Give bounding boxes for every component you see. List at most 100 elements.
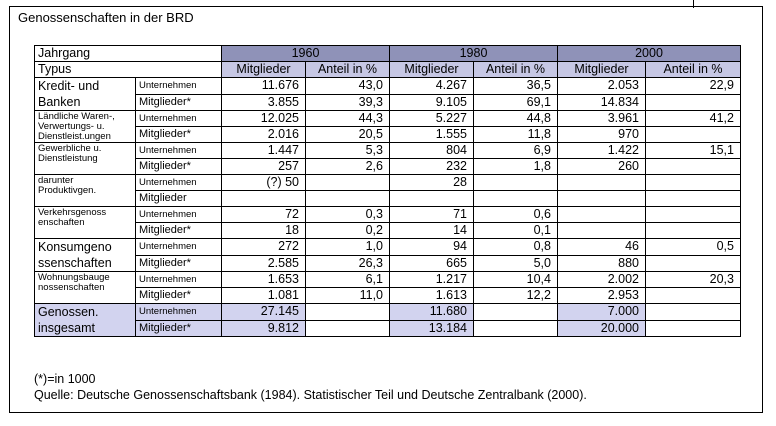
row-typ: Unternehmen — [135, 142, 222, 159]
header-anteil-1980: Anteil in % — [473, 61, 558, 78]
table-cell: 1.613 — [389, 287, 474, 304]
table-cell: 44,8 — [473, 110, 558, 127]
table-cell: 12.025 — [221, 110, 306, 127]
table-row: darunter Produktivgen. Unternehmen (?) 50 2… — [34, 174, 741, 207]
header-row-year: Jahrgang 1960 1980 2000 — [34, 45, 741, 62]
table-cell — [645, 303, 741, 321]
table-row: Kredit- und Banken Unternehmen 11.676 43,0 4… — [34, 77, 741, 111]
table-cell: (?) 50 — [221, 174, 306, 191]
table-cell — [557, 206, 646, 223]
row-typ: Mitglieder* — [135, 287, 222, 304]
table-cell: 1.217 — [389, 271, 474, 288]
corner-tick — [693, 0, 694, 8]
table-cell: 0,2 — [305, 222, 390, 239]
row-typ: Unternehmen — [135, 174, 222, 191]
table-cell: 260 — [557, 158, 646, 175]
table-cell: 20,3 — [645, 271, 741, 288]
table-cell: 6,9 — [473, 142, 558, 159]
table-cell — [221, 190, 306, 207]
row-typ: Mitglieder* — [135, 158, 222, 175]
table-row: Mitglieder — [35, 190, 741, 207]
table-cell: 11.676 — [221, 77, 306, 95]
table-cell: 10,4 — [473, 271, 558, 288]
table-cell: 7.000 — [557, 303, 646, 321]
table-cell: 0,5 — [645, 238, 741, 256]
footnote: (*)=in 1000 — [34, 372, 96, 386]
row-typ: Mitglieder — [135, 190, 222, 207]
table-cell: 20,5 — [305, 126, 390, 143]
table-cell: 9.105 — [389, 93, 474, 111]
table-cell: 2.016 — [221, 126, 306, 143]
table-cell: 665 — [389, 254, 474, 272]
table-cell — [645, 319, 741, 337]
table-cell: 18 — [221, 222, 306, 239]
table-cell: 20.000 — [557, 319, 646, 337]
table-cell — [645, 254, 741, 272]
table-row: Wohnungsbauge nossenschaften Unternehmen 1… — [34, 271, 741, 304]
table-cell — [645, 126, 741, 143]
header-year-1980: 1980 — [389, 45, 558, 62]
row-typ: Mitglieder* — [135, 126, 222, 143]
header-mitglieder-1960: Mitglieder — [221, 61, 306, 78]
header-anteil-2000: Anteil in % — [645, 61, 741, 78]
table-cell — [557, 174, 646, 191]
table-cell — [645, 287, 741, 304]
table-cell: 39,3 — [305, 93, 390, 111]
header-jahrgang: Jahrgang — [34, 45, 222, 62]
table-cell: 12,2 — [473, 287, 558, 304]
table-row: Mitglieder* 3.855 39,3 9.105 69,1 14.834 — [35, 93, 741, 111]
table-cell: 26,3 — [305, 254, 390, 272]
table-cell: 5,0 — [473, 254, 558, 272]
row-typ: Unternehmen — [135, 303, 222, 321]
group-label: darunter Produktivgen. — [34, 174, 136, 207]
table-cell: 5,3 — [305, 142, 390, 159]
table-row: Gewerbliche u. Dienstleistung Unternehmen… — [34, 142, 741, 175]
table-cell: 1,8 — [473, 158, 558, 175]
table-cell: 13.184 — [389, 319, 474, 337]
table-cell: 1.447 — [221, 142, 306, 159]
cooperatives-table: Jahrgang 1960 1980 2000 Typus Mitglieder… — [34, 45, 741, 337]
table-cell — [557, 190, 646, 207]
table-cell — [557, 222, 646, 239]
table-cell: 1.081 — [221, 287, 306, 304]
group-label: Konsumgeno ssenschaften — [34, 238, 136, 272]
group-label: Kredit- und Banken — [34, 77, 136, 111]
table-cell: 15,1 — [645, 142, 741, 159]
figure-frame — [9, 6, 763, 413]
table-cell: 804 — [389, 142, 474, 159]
header-typus: Typus — [34, 61, 222, 78]
table-cell: 69,1 — [473, 93, 558, 111]
table-row: Mitglieder* 9.812 13.184 20.000 — [35, 319, 741, 337]
table-cell — [473, 190, 558, 207]
row-typ: Unternehmen — [135, 271, 222, 288]
table-cell: 1.653 — [221, 271, 306, 288]
table-cell — [645, 206, 741, 223]
group-label: Genossen. insgesamt — [34, 303, 136, 337]
table-cell: 0,1 — [473, 222, 558, 239]
table-cell — [473, 174, 558, 191]
table-cell: 46 — [557, 238, 646, 256]
table-cell — [473, 319, 558, 337]
table-cell: 43,0 — [305, 77, 390, 95]
header-row-columns: Typus Mitglieder Anteil in % Mitglieder … — [34, 61, 741, 78]
page-title: Genossenschaften in der BRD — [18, 10, 194, 25]
header-mitglieder-2000: Mitglieder — [557, 61, 646, 78]
header-year-1960: 1960 — [221, 45, 390, 62]
table-cell — [305, 319, 390, 337]
table-cell: 94 — [389, 238, 474, 256]
table-cell — [645, 158, 741, 175]
row-typ: Unternehmen — [135, 238, 222, 256]
table-row: Mitglieder* 2.585 26,3 665 5,0 880 — [35, 254, 741, 272]
table-cell: 1.555 — [389, 126, 474, 143]
table-cell: 14.834 — [557, 93, 646, 111]
table-cell: 14 — [389, 222, 474, 239]
table-row: Genossen. insgesamt Unternehmen 27.145 11.6… — [34, 303, 741, 337]
table-cell — [645, 174, 741, 191]
row-typ: Unternehmen — [135, 206, 222, 223]
table-cell: 232 — [389, 158, 474, 175]
row-typ: Mitglieder* — [135, 93, 222, 111]
table-cell: 2.002 — [557, 271, 646, 288]
header-anteil-1960: Anteil in % — [305, 61, 390, 78]
table-cell: 71 — [389, 206, 474, 223]
table-cell — [645, 190, 741, 207]
